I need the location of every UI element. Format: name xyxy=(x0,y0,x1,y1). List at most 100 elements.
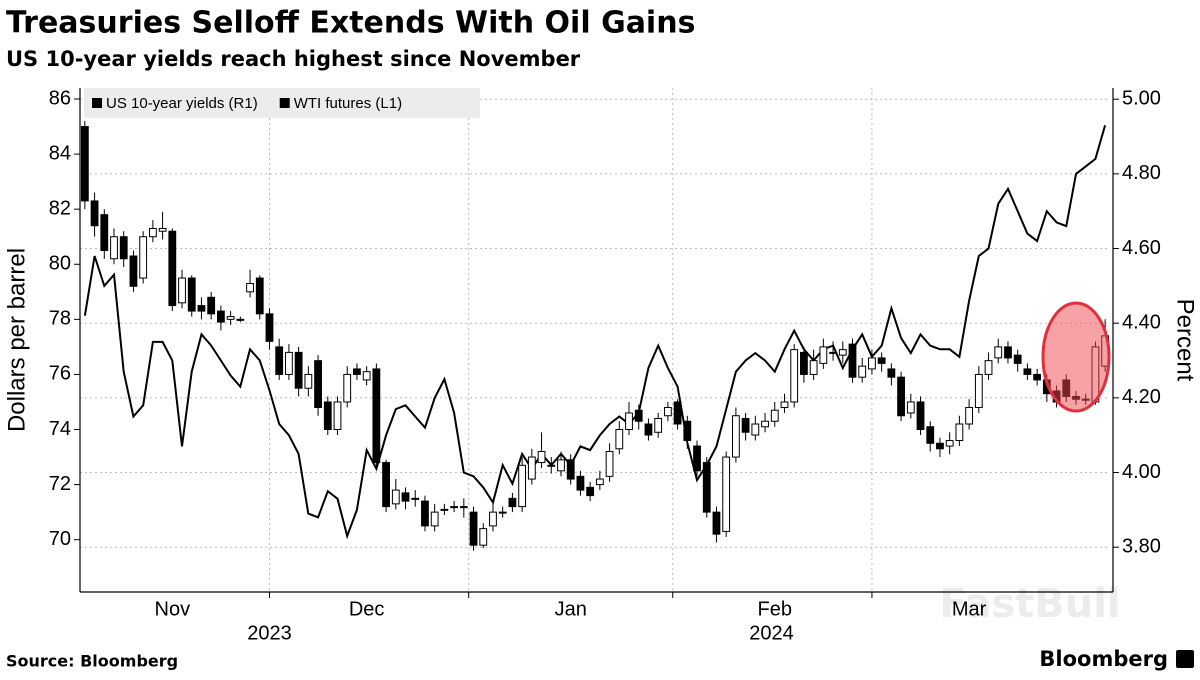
logo-icon xyxy=(1176,650,1194,668)
candle-body xyxy=(829,351,837,354)
candle-body xyxy=(770,409,779,422)
axes: 70 72 74 76 78 80 82 84 86 3.80 4.00 4.20 4.40 4.60 4.… xyxy=(49,87,1161,644)
plot-area xyxy=(80,121,1110,551)
candle-body xyxy=(294,351,303,389)
candle-body xyxy=(323,401,332,431)
candle-body xyxy=(916,401,925,431)
candle-body xyxy=(712,511,721,535)
candle-body xyxy=(984,360,993,375)
candle-body xyxy=(148,227,157,238)
candle-body xyxy=(838,349,847,356)
legend-swatch xyxy=(279,98,290,108)
candle-body xyxy=(819,346,828,364)
candle-body xyxy=(80,126,89,202)
y-axis-title: Dollars per barrel xyxy=(3,248,30,432)
candle-body xyxy=(450,506,459,509)
candle-body xyxy=(372,368,381,464)
y2-tick-label: 5.00 xyxy=(1122,87,1161,109)
candle-body xyxy=(906,401,915,414)
candle-body xyxy=(197,305,206,312)
y2-tick-label: 4.80 xyxy=(1122,162,1161,184)
candle-body xyxy=(110,236,118,260)
candle-body xyxy=(663,406,672,417)
legend-swatch xyxy=(92,98,102,108)
candle-body xyxy=(936,442,944,450)
candle-body xyxy=(848,343,857,378)
candle-body xyxy=(216,310,225,323)
x-year-label: 2023 xyxy=(247,622,292,644)
x-year-label: 2024 xyxy=(749,622,794,644)
y-tick-label: 78 xyxy=(49,308,71,330)
candle-body xyxy=(527,456,536,480)
candle-body xyxy=(586,486,595,497)
candle-body xyxy=(615,429,624,450)
candle-body xyxy=(168,230,177,307)
x-tick-label: Dec xyxy=(349,598,385,620)
candle-body xyxy=(119,236,128,260)
candle-body xyxy=(265,313,274,342)
candle-body xyxy=(595,478,604,486)
candle-body xyxy=(187,277,196,312)
candle-body xyxy=(430,511,439,527)
candle-body xyxy=(304,373,313,389)
candle-body xyxy=(566,459,575,480)
logo: Bloomberg xyxy=(1039,647,1168,671)
legend-label: WTI futures (L1) xyxy=(294,95,402,112)
candle-body xyxy=(353,368,361,375)
candle-body xyxy=(440,508,449,511)
y2-tick-label: 4.40 xyxy=(1122,311,1161,333)
candle-body xyxy=(1013,354,1022,364)
candle-body xyxy=(158,227,167,232)
candle-body xyxy=(314,360,322,408)
candle-body xyxy=(275,346,284,375)
candle-body xyxy=(858,365,867,378)
candle-body xyxy=(557,459,565,472)
candle-body xyxy=(974,373,983,408)
candle-body xyxy=(421,500,429,527)
candle-body xyxy=(391,489,400,505)
y-tick-label: 84 xyxy=(49,142,71,164)
y-tick-label: 70 xyxy=(49,528,71,550)
candle-body xyxy=(761,420,769,428)
highlight-circle xyxy=(1041,301,1111,413)
candle-body xyxy=(489,511,497,527)
candle-body xyxy=(945,440,954,447)
candle-body xyxy=(469,511,478,546)
candle-body xyxy=(139,236,148,279)
candle-body xyxy=(285,351,293,375)
candle-body xyxy=(255,277,264,315)
candle-body xyxy=(965,406,974,425)
candle-body xyxy=(693,445,701,472)
candle-body xyxy=(790,349,799,403)
candle-body xyxy=(673,401,682,425)
y-tick-label: 80 xyxy=(49,253,71,275)
legend-label: US 10-year yields (R1) xyxy=(106,95,258,112)
y-tick-label: 72 xyxy=(49,473,71,495)
yield-line xyxy=(83,125,1107,540)
chart-subtitle: US 10-year yields reach highest since No… xyxy=(6,47,581,71)
candle-body xyxy=(1004,346,1012,359)
candle-body xyxy=(178,277,186,304)
candle-body xyxy=(236,318,245,321)
candle-body xyxy=(654,417,663,433)
candle-body xyxy=(547,464,556,467)
candle-body xyxy=(246,283,254,293)
candle-body xyxy=(751,423,760,436)
y2-tick-label: 4.60 xyxy=(1122,237,1161,259)
y2-tick-label: 4.00 xyxy=(1122,461,1161,483)
candle-body xyxy=(955,423,964,442)
candle-body xyxy=(411,497,420,500)
candle-body xyxy=(926,426,935,444)
legend: US 10-year yields (R1) WTI futures (L1) xyxy=(92,95,402,112)
chart-title: Treasuries Selloff Extends With Oil Gain… xyxy=(6,6,695,41)
candle-body xyxy=(129,255,138,287)
candle-body xyxy=(887,368,896,378)
candle-body xyxy=(498,511,507,514)
y-tick-label: 86 xyxy=(49,87,71,109)
watermark: FastBull xyxy=(939,581,1120,627)
candle-body xyxy=(634,409,643,422)
candle-body xyxy=(100,214,109,251)
candle-body xyxy=(605,451,614,477)
